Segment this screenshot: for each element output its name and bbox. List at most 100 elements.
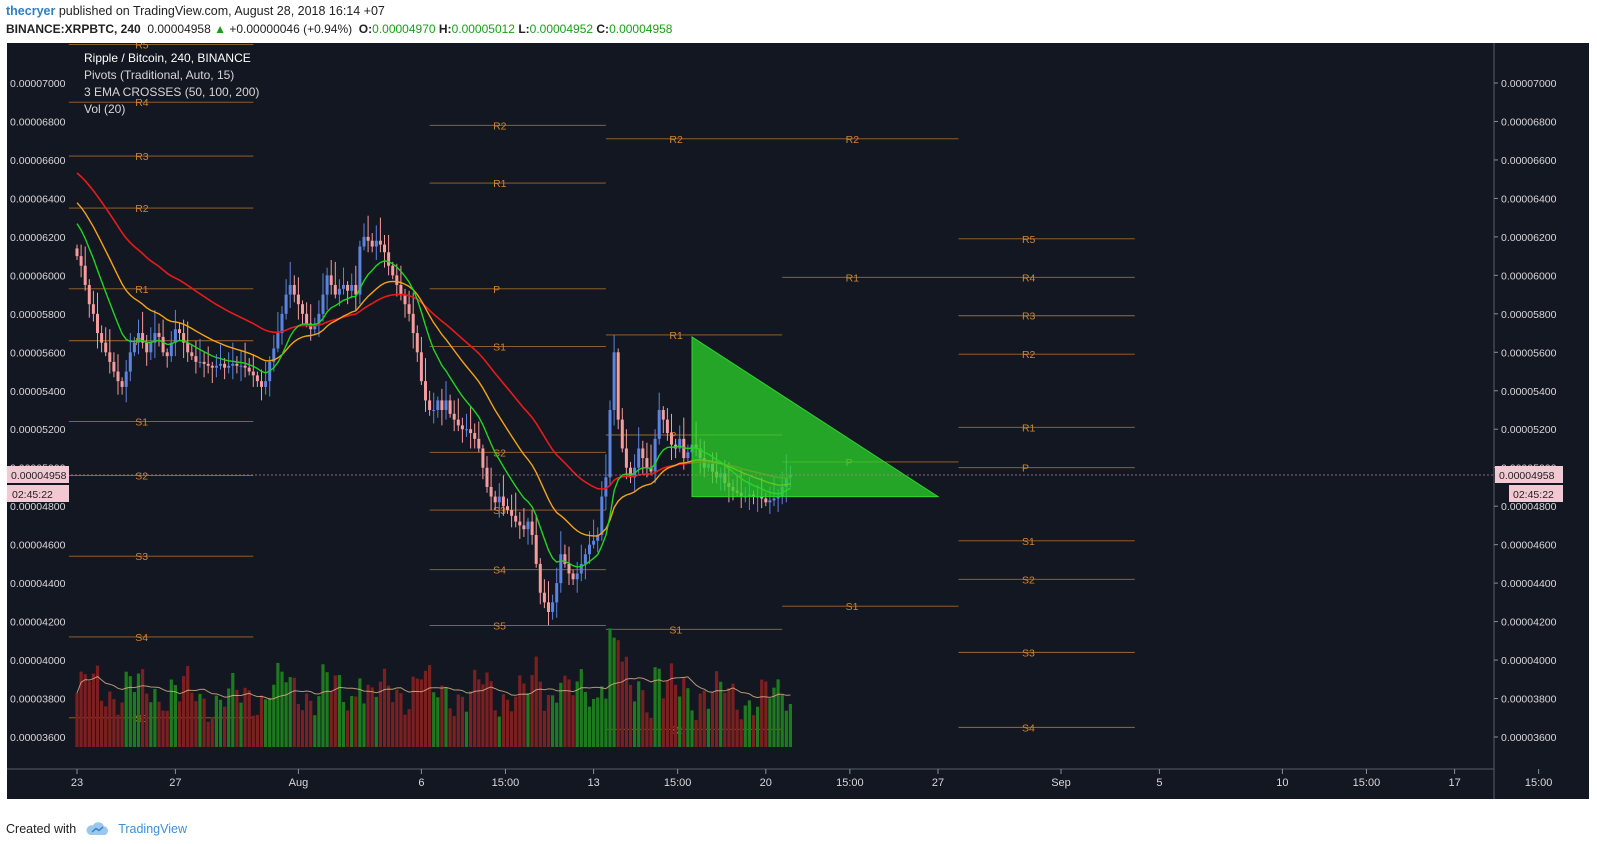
legend: Ripple / Bitcoin, 240, BINANCE Pivots (T… — [84, 51, 259, 116]
volume-ma — [76, 675, 791, 700]
volume-bar — [756, 706, 760, 747]
pivot-label-r4: R4 — [1022, 272, 1036, 284]
triangle-drawing — [691, 335, 940, 498]
volume-bar — [497, 716, 501, 747]
volume-bar — [542, 710, 546, 747]
candle-body — [678, 438, 682, 449]
y-tick-label: 0.00006400 — [10, 193, 66, 205]
volume-bar — [251, 715, 255, 747]
x-tick-label: 15:00 — [664, 777, 692, 789]
candle-body — [403, 294, 407, 305]
volume-bar — [505, 699, 510, 747]
candle-body — [432, 410, 436, 411]
pivot-label-s2: S2 — [1022, 574, 1035, 586]
candle-body — [473, 433, 477, 439]
volume-bar — [428, 665, 432, 747]
y-tick-label: 0.00004200 — [10, 617, 66, 629]
candle-body — [383, 244, 386, 253]
candle-body — [555, 583, 559, 603]
low-label: L: — [518, 22, 530, 36]
candle-body — [624, 448, 628, 468]
volume-bar — [485, 672, 489, 747]
volume-bar — [300, 710, 305, 747]
candle-body — [210, 365, 214, 368]
volume-bar — [772, 687, 776, 747]
x-tick-label: 5 — [1156, 777, 1162, 789]
volume-bar — [341, 701, 346, 747]
volume-bar — [157, 701, 161, 747]
volume-bar — [436, 697, 440, 747]
candle-body — [214, 365, 218, 368]
volume-bar — [456, 694, 460, 747]
candle-body — [301, 304, 304, 314]
chart-panel[interactable]: R5R4R3R2R1PS1S2S3S4S5R2R1PS1S2S3S4S5R2R1… — [7, 43, 1589, 799]
volume-bar — [469, 691, 473, 747]
right-countdown: 02:45:22 — [1513, 489, 1554, 501]
candle-body — [600, 496, 604, 536]
candle-body — [477, 438, 481, 449]
volume-bar — [682, 677, 686, 747]
volume-bar — [202, 698, 206, 747]
volume-bar — [522, 683, 526, 747]
y-tick-label: 0.00006400 — [1501, 193, 1557, 205]
candle-body — [514, 515, 518, 522]
pivot-label-s1: S1 — [135, 417, 148, 429]
candle-body — [153, 333, 157, 343]
volume-bar — [387, 685, 391, 747]
volume-bar — [120, 702, 124, 747]
volume-bar — [411, 676, 415, 747]
pivot-label-s4: S4 — [1022, 722, 1035, 734]
y-tick-label: 0.00004800 — [10, 501, 66, 513]
volume-bar — [592, 698, 596, 747]
candle-body — [526, 521, 530, 530]
y-tick-label: 0.00006000 — [10, 270, 66, 282]
pivot-label-r3: R3 — [1022, 311, 1036, 323]
volume-bar — [247, 690, 251, 747]
right-price-axis: 0.00003600 0.00003800 0.00004000 0.00004200… — [1494, 78, 1557, 744]
pivot-label-r2: R2 — [493, 120, 507, 132]
volume-bar — [665, 680, 669, 747]
volume-ma-line — [76, 675, 791, 700]
candle-body — [219, 363, 222, 366]
candle-body — [264, 381, 268, 387]
volume-bar — [633, 701, 637, 747]
volume-bar — [473, 669, 477, 747]
right-price-tag: 0.00004958 02:45:22 — [1495, 466, 1563, 502]
candle-body — [506, 506, 509, 511]
volume-bar — [350, 696, 354, 747]
volume-bar — [83, 674, 87, 747]
price-chart[interactable]: R5R4R3R2R1PS1S2S3S4S5R2R1PS1S2S3S4S5R2R1… — [7, 43, 1589, 799]
volume-bar — [370, 687, 374, 747]
volume-bar — [313, 715, 317, 747]
candle-body — [448, 400, 452, 414]
volume-bar — [686, 688, 690, 747]
volume-bar — [694, 719, 698, 747]
author-link[interactable]: thecryer — [6, 4, 56, 18]
volume-bar — [567, 679, 571, 747]
candle-body — [116, 371, 120, 382]
candle-body — [337, 288, 341, 295]
pivot-label-s1: S1 — [1022, 536, 1035, 548]
pivot-label-r2: R2 — [135, 203, 149, 215]
candle-body — [563, 554, 567, 564]
candle-body — [96, 313, 99, 334]
candle-body — [510, 510, 514, 516]
tradingview-brand-link[interactable]: TradingView — [118, 822, 187, 836]
pivot-label-r2: R2 — [1022, 349, 1036, 361]
volume-bar — [362, 703, 366, 747]
candle-body — [182, 333, 186, 343]
candle-body — [538, 563, 542, 593]
volume-bar — [587, 706, 592, 747]
candle-body — [465, 429, 468, 431]
candle-body — [620, 419, 624, 449]
volume-bar — [661, 698, 665, 747]
x-tick-label: 27 — [932, 777, 944, 789]
x-tick-label: 15:00 — [1353, 777, 1381, 789]
volume-bar — [764, 681, 768, 747]
volume-bar — [481, 684, 485, 747]
pivot-label-r1: R1 — [135, 284, 149, 296]
x-tick-label: Sep — [1051, 777, 1071, 789]
volume-bar — [501, 694, 505, 747]
volume-bar — [136, 673, 141, 747]
volume-bar — [391, 702, 395, 747]
